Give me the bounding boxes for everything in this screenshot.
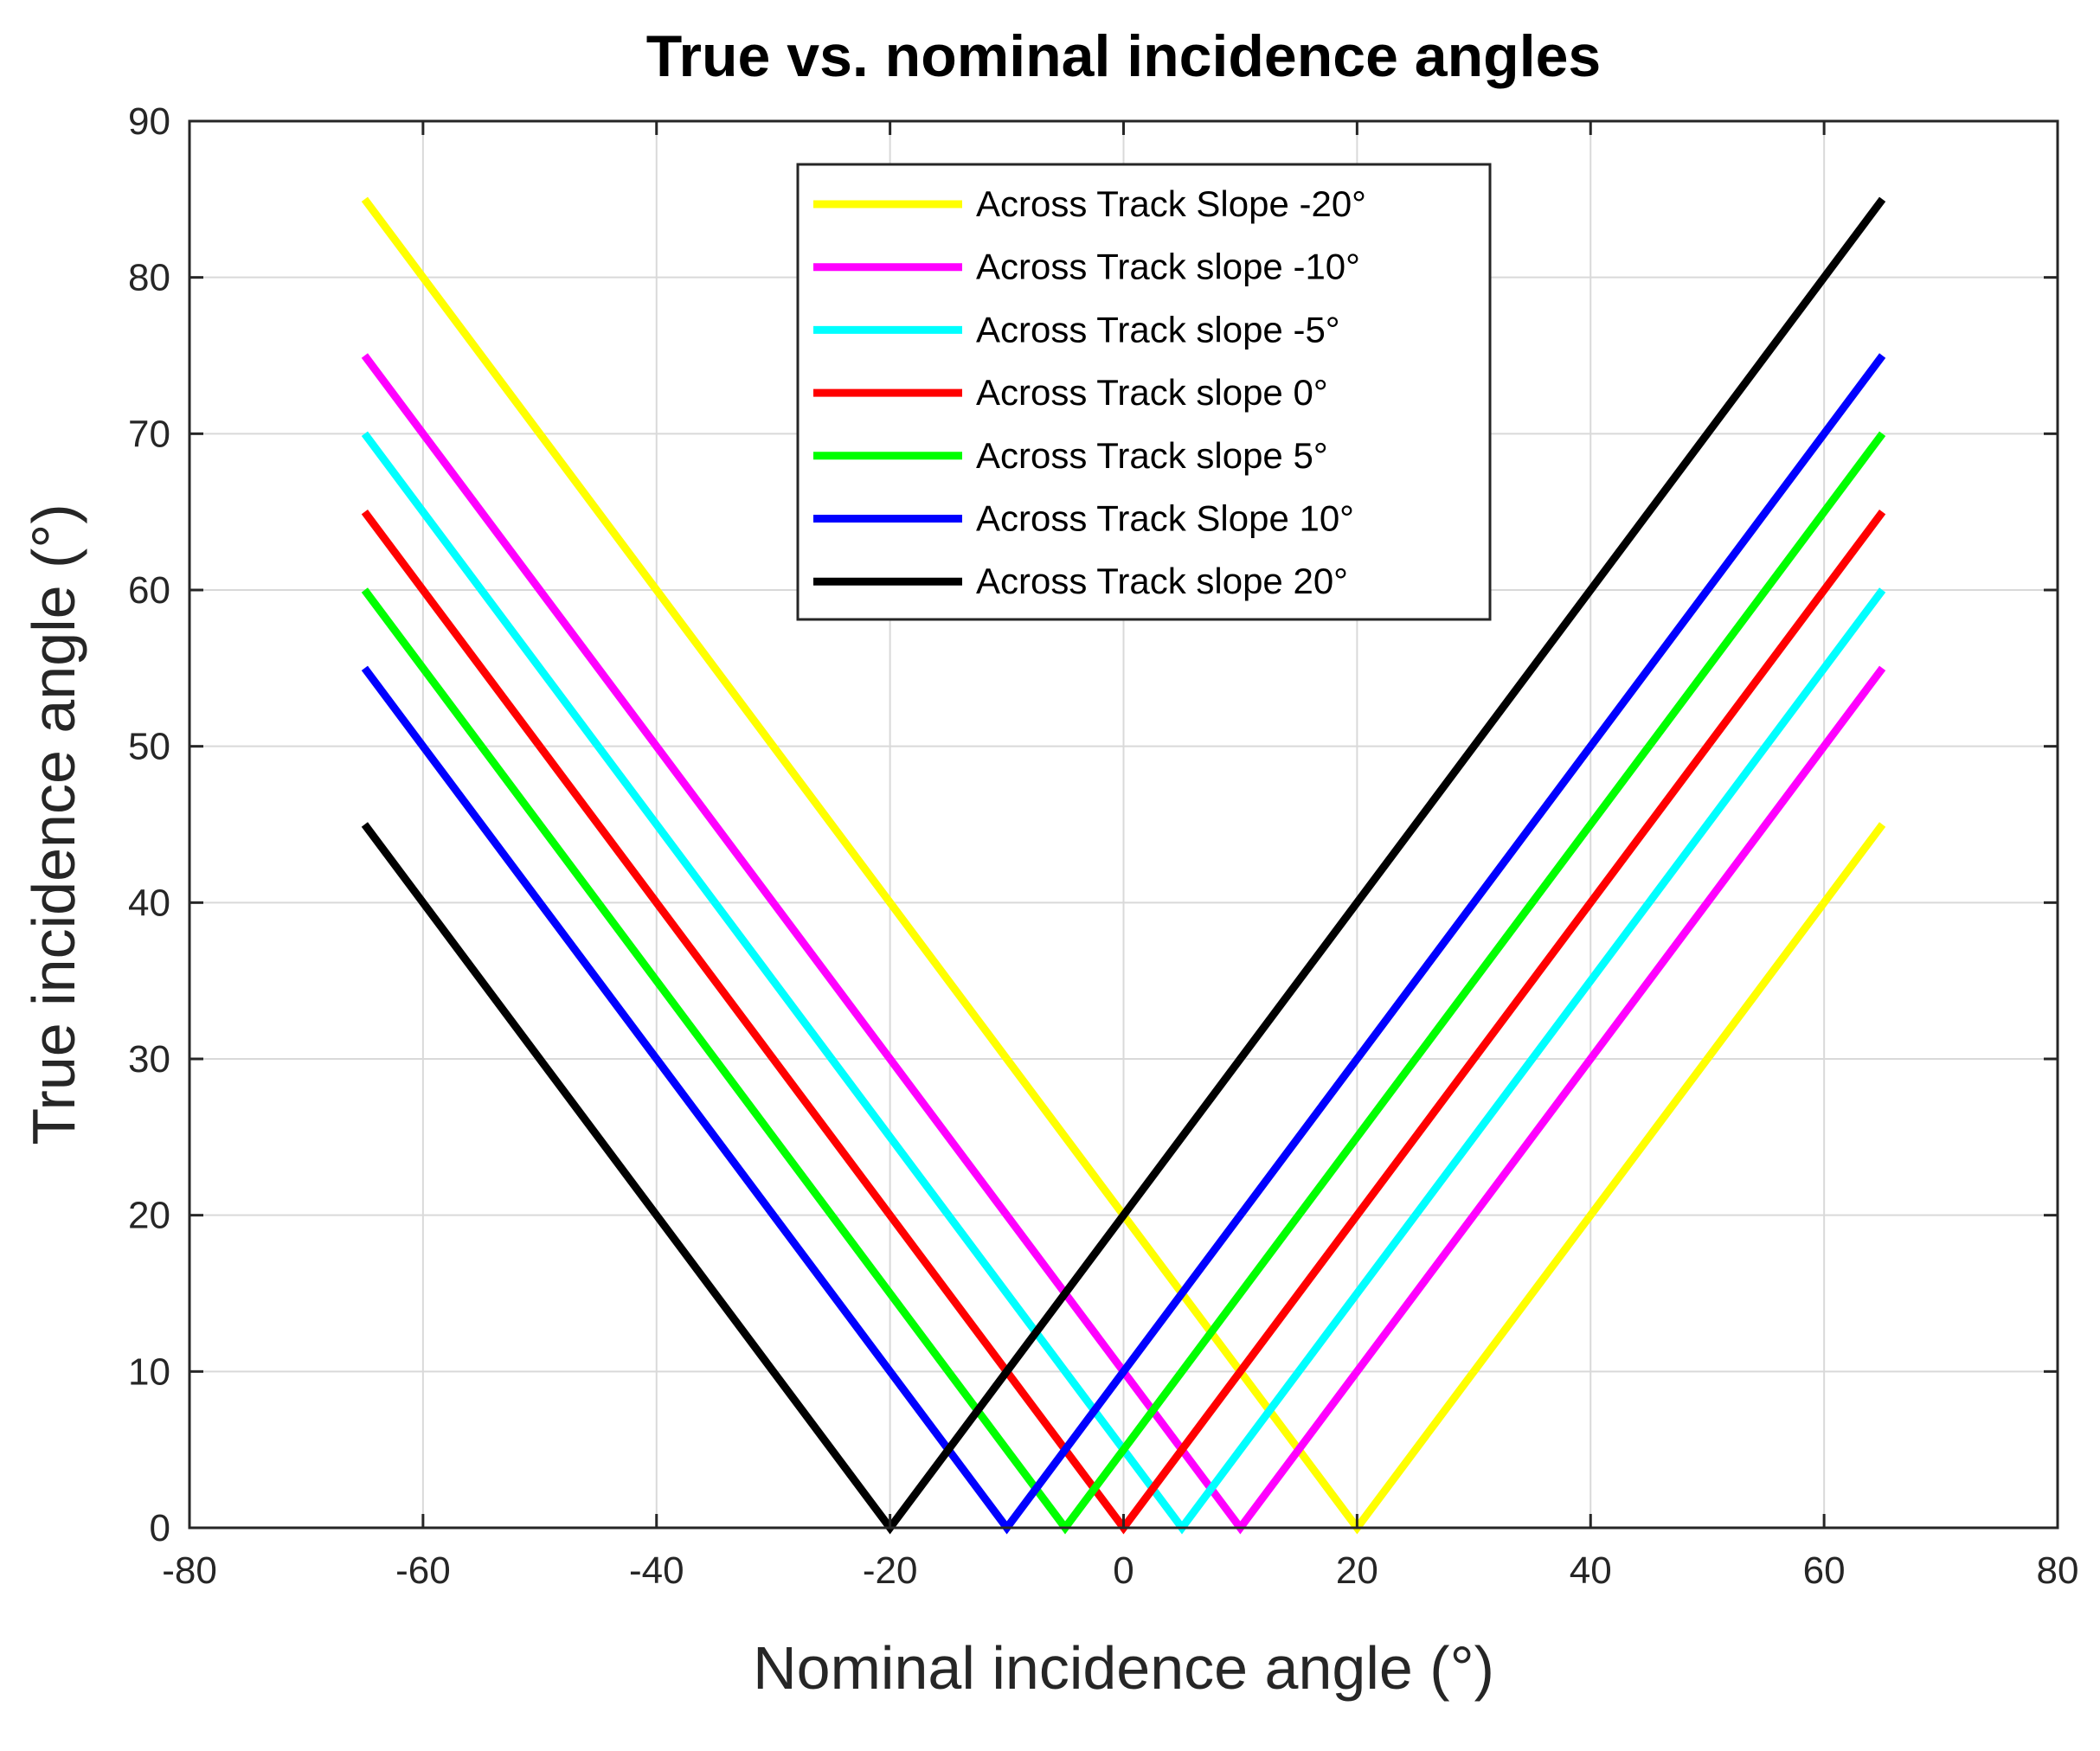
legend-items: Across Track Slope -20° Across Track slop… (813, 183, 1366, 601)
y-axis-label: True incidence angle (°) (20, 503, 87, 1145)
y-tick-label: 70 (128, 413, 170, 455)
x-tick-label: -60 (395, 1549, 451, 1592)
x-tick-label: 40 (1570, 1549, 1612, 1592)
x-tick-label: -80 (162, 1549, 217, 1592)
y-tick-label: 10 (128, 1350, 170, 1393)
y-tick-label: 60 (128, 569, 170, 612)
y-tick-label: 90 (128, 100, 170, 143)
chart-title: True vs. nominal incidence angles (646, 23, 1601, 89)
legend-label-2: Across Track slope -5° (976, 309, 1340, 350)
legend: Across Track Slope -20° Across Track slop… (796, 163, 1492, 621)
legend-label-6: Across Track slope 20° (976, 561, 1348, 601)
legend-label-4: Across Track slope 5° (976, 435, 1328, 476)
x-tick-label: -40 (629, 1549, 684, 1592)
y-tick-label: 40 (128, 882, 170, 924)
legend-label-5: Across Track Slope 10° (976, 498, 1354, 539)
x-tick-label: 20 (1336, 1549, 1378, 1592)
y-tick-label: 20 (128, 1195, 170, 1237)
y-tick-label: 50 (128, 726, 170, 768)
legend-label-3: Across Track slope 0° (976, 372, 1328, 413)
tick-layer: -80 -60 -40 -20 0 20 40 60 80 0 10 20 30 40 50 60 70 80 90 (128, 100, 2078, 1592)
x-axis-label: Nominal incidence angle (°) (753, 1634, 1494, 1702)
y-tick-label: 30 (128, 1038, 170, 1081)
y-tick-label: 0 (150, 1507, 170, 1549)
x-tick-label: -20 (863, 1549, 918, 1592)
legend-label-1: Across Track slope -10° (976, 247, 1360, 287)
y-tick-label: 80 (128, 257, 170, 299)
legend-label-0: Across Track Slope -20° (976, 183, 1366, 224)
x-tick-label: 80 (2037, 1549, 2079, 1592)
x-tick-label: 0 (1113, 1549, 1133, 1592)
x-tick-label: 60 (1803, 1549, 1846, 1592)
